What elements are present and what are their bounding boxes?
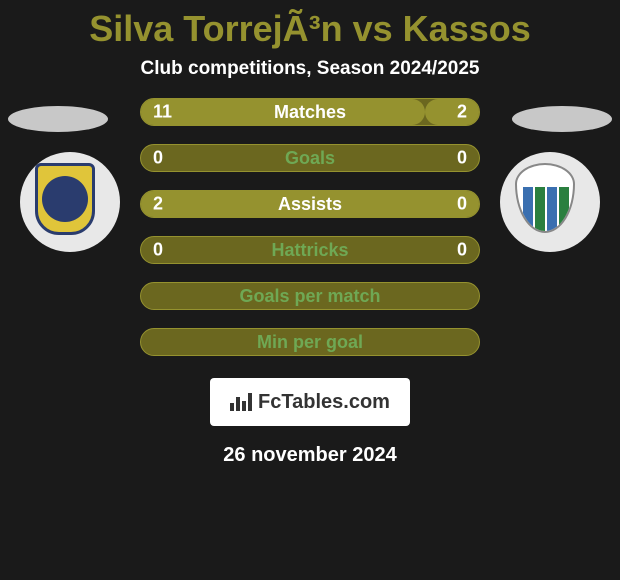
stat-row: Assists 2 0 (140, 190, 480, 218)
stat-label: Goals (285, 148, 335, 169)
left-team-crest (35, 163, 105, 241)
stat-row: Hattricks 0 0 (140, 236, 480, 264)
source-logo: FcTables.com (210, 378, 410, 426)
stat-value-right: 0 (457, 148, 467, 169)
stat-row: Min per goal (140, 328, 480, 356)
stat-label: Min per goal (257, 332, 363, 353)
right-shadow-ellipse (512, 106, 612, 132)
date-label: 26 november 2024 (0, 444, 620, 467)
stripe (559, 187, 569, 231)
bar-chart-icon (230, 393, 252, 411)
stat-bars: Matches112Goals00Assists20Hattricks00Goa… (140, 98, 480, 356)
stat-label: Goals per match (239, 286, 380, 307)
right-team-crest (515, 163, 585, 241)
right-team-badge (500, 152, 600, 252)
stat-row: Matches 11 2 (140, 98, 480, 126)
page-title: Silva TorrejÃ³n vs Kassos (0, 0, 620, 52)
content-area: Matches112Goals00Assists20Hattricks00Goa… (0, 98, 620, 467)
stat-label: Assists (278, 194, 342, 215)
stripe (535, 187, 545, 231)
source-logo-text: FcTables.com (258, 391, 390, 414)
stripe (523, 187, 533, 231)
stat-label: Hattricks (271, 240, 348, 261)
stat-value-left: 0 (153, 148, 163, 169)
stat-value-right: 2 (457, 102, 467, 123)
stat-value-left: 0 (153, 240, 163, 261)
shield-icon (35, 163, 95, 235)
stat-row: Goals 0 0 (140, 144, 480, 172)
stat-row: Goals per match (140, 282, 480, 310)
stat-value-right: 0 (457, 240, 467, 261)
crest-circle (42, 176, 88, 222)
stripe (547, 187, 557, 231)
left-team-badge (20, 152, 120, 252)
stat-label: Matches (274, 102, 346, 123)
comparison-card: Silva TorrejÃ³n vs Kassos Club competiti… (0, 0, 620, 580)
page-subtitle: Club competitions, Season 2024/2025 (0, 58, 620, 80)
shield-icon (515, 163, 575, 233)
stat-value-left: 11 (153, 102, 172, 123)
left-shadow-ellipse (8, 106, 108, 132)
stat-value-left: 2 (153, 194, 163, 215)
stat-fill-right (425, 99, 479, 125)
stat-value-right: 0 (457, 194, 467, 215)
